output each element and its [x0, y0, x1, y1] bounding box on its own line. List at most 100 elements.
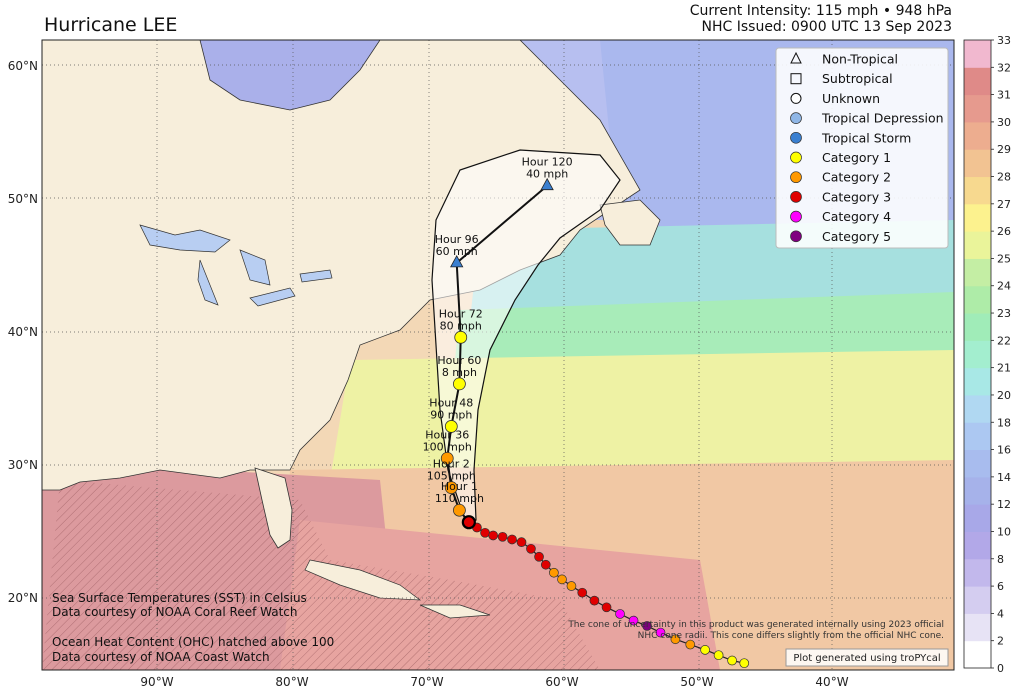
colorbar-segment [964, 449, 991, 478]
forecast-hour-label: Hour 120 [522, 156, 573, 169]
colorbar-segment [964, 67, 991, 96]
colorbar-segment [964, 258, 991, 287]
colorbar-tick-label: 29 [997, 143, 1011, 156]
forecast-point [454, 330, 468, 344]
past-track-point [549, 567, 559, 578]
sst-mild-band [455, 292, 954, 360]
circle-icon [790, 131, 802, 144]
forecast-wind-label: 40 mph [526, 168, 568, 181]
longitude-label: 70°W [410, 675, 443, 689]
circle-icon [790, 230, 802, 243]
past-track-point [713, 650, 724, 661]
colorbar-segment [964, 613, 991, 642]
past-track-point [526, 543, 536, 554]
forecast-point [452, 377, 466, 391]
forecast-hour-label: Hour 2 [433, 458, 470, 471]
forecast-point [444, 420, 458, 433]
past-track-point [589, 595, 600, 606]
colorbar-tick-label: 14 [997, 471, 1011, 484]
lake-ontario [299, 269, 333, 283]
colorbar-tick-label: 18 [997, 416, 1011, 429]
lake-huron [239, 249, 271, 286]
forecast-wind-label: 110 mph [435, 492, 484, 505]
forecast-hour-label: Hour 60 [437, 354, 481, 367]
square-outline-icon [790, 73, 802, 85]
colorbar-segment [964, 231, 991, 259]
colorbar-tick-label: 26 [997, 225, 1011, 238]
colorbar-segment [964, 121, 991, 150]
past-track-point [739, 658, 750, 669]
latitude-label: 40°N [8, 325, 38, 339]
past-track-point [540, 559, 551, 570]
colorbar-tick-label: 27 [997, 198, 1011, 211]
past-track-point [727, 655, 737, 666]
current-position-marker [461, 515, 476, 530]
colorbar-tick-label: 32 [997, 61, 1011, 74]
circle-icon [790, 151, 802, 164]
colorbar-tick-label: 23 [997, 307, 1011, 320]
colorbar-tick-label: 8 [997, 553, 1004, 566]
legend-label: Tropical Depression [821, 111, 944, 126]
past-track-point [507, 534, 517, 545]
circle-icon [790, 112, 802, 124]
ohc-note-line1: Ocean Heat Content (OHC) hatched above 1… [52, 635, 334, 649]
intensity-info: Current Intensity: 115 mph • 948 hPa NHC… [690, 3, 952, 35]
past-track-point [534, 551, 544, 562]
longitude-label: 40°W [815, 675, 848, 689]
forecast-wind-label: 80 mph [440, 319, 482, 332]
past-track-point [670, 634, 681, 645]
colorbar-tick-label: 2 [997, 635, 1004, 648]
past-track-point [655, 627, 666, 638]
sst-note-line2: Data courtesy of NOAA Coral Reef Watch [52, 605, 297, 619]
nhc-issued-time: NHC Issued: 0900 UTC 13 Sep 2023 [701, 19, 953, 35]
forecast-wind-label: 100 mph [423, 440, 472, 453]
past-track-point [497, 531, 508, 542]
colorbar-segment [964, 149, 991, 178]
circle-outline-icon [790, 92, 802, 104]
colorbar-tick-label: 25 [997, 252, 1011, 265]
legend-label: Category 1 [822, 150, 891, 165]
colorbar-tick-label: 31 [997, 89, 1011, 102]
colorbar-tick-label: 16 [997, 444, 1011, 457]
colorbar-segment [964, 586, 991, 614]
circle-icon [790, 210, 802, 223]
latitude-label: 30°N [8, 458, 38, 472]
forecast-hour-label: Hour 48 [429, 396, 473, 409]
latitude-label: 20°N [8, 591, 38, 605]
colorbar-segment [964, 531, 991, 560]
colorbar-tick-label: 22 [997, 334, 1011, 347]
colorbar-segment [964, 313, 991, 341]
data-notes: Sea Surface Temperatures (SST) in Celsiu… [52, 591, 334, 664]
hispaniola [419, 604, 491, 619]
colorbar-segment [964, 558, 991, 587]
florida-land [254, 467, 293, 549]
storm-title: Hurricane LEE [44, 14, 178, 36]
forecast-hour-label: Hour 96 [435, 233, 479, 246]
past-track-point [566, 581, 577, 591]
colorbar-segment [964, 476, 991, 505]
past-track-point [577, 587, 588, 598]
forecast-wind-label: 8 mph [442, 366, 477, 379]
past-track-point [557, 574, 567, 585]
colorbar-segment [964, 94, 991, 123]
lake-superior [139, 224, 231, 253]
forecast-point [444, 481, 458, 495]
legend: Non-Tropical Subtropical Unknown Tropical D… [775, 47, 949, 249]
current-intensity: Current Intensity: 115 mph • 948 hPa [689, 3, 952, 19]
past-track-point [628, 615, 639, 626]
past-track-points [464, 517, 750, 669]
forecast-hour-label: Hour 36 [425, 428, 469, 441]
latitude-label: 50°N [8, 192, 38, 206]
past-track-point [488, 530, 498, 541]
credit-box [785, 648, 949, 667]
longitude-label: 80°W [275, 675, 308, 689]
map-frame [41, 39, 955, 671]
longitude-label: 90°W [140, 675, 173, 689]
legend-label: Non-Tropical [822, 52, 898, 67]
colorbar-tick-label: 33 [997, 34, 1011, 47]
forecast-point [440, 451, 454, 465]
colorbar-segment [964, 285, 991, 314]
legend-label: Category 5 [822, 229, 891, 244]
colorbar-segment [964, 640, 991, 669]
